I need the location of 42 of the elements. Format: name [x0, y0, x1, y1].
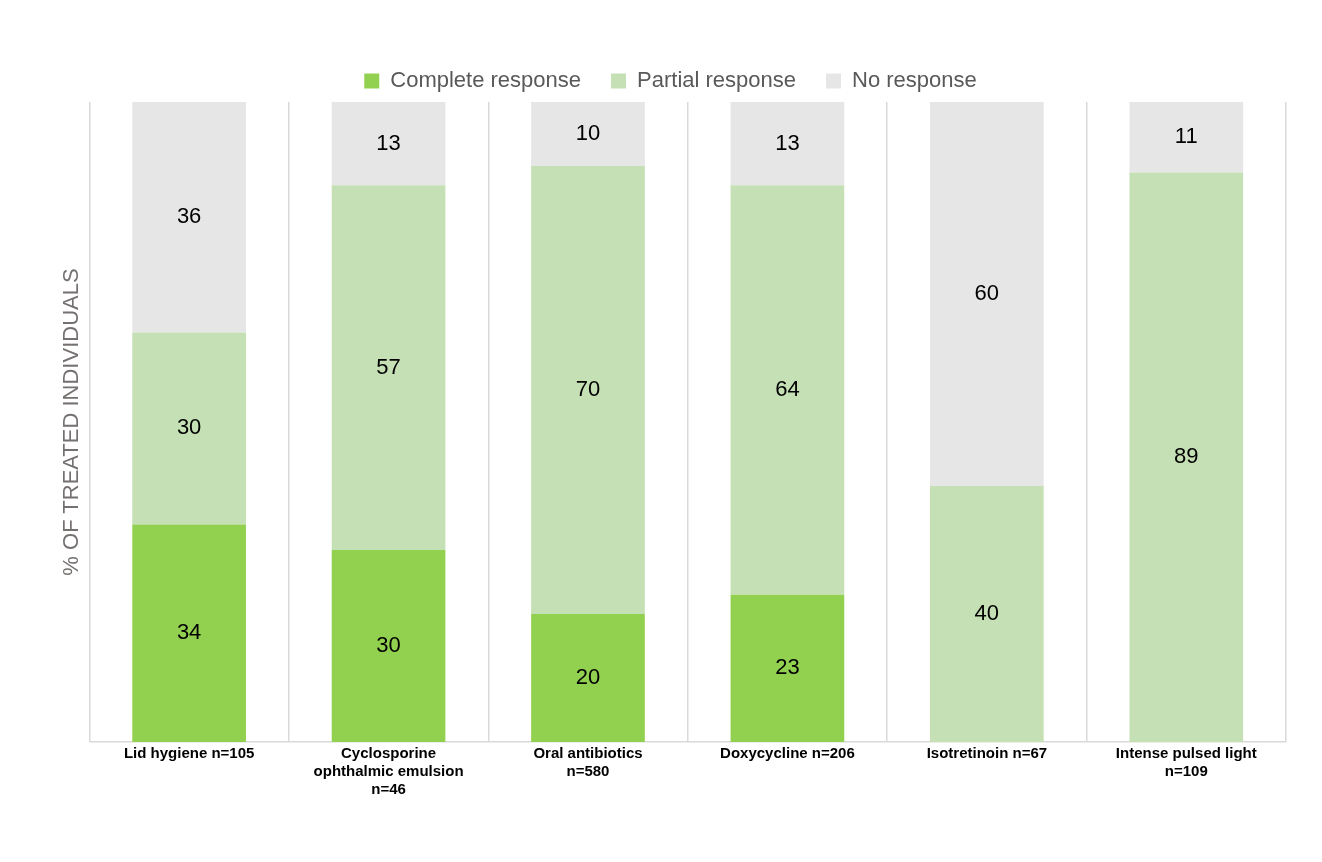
data-label: 30 — [376, 632, 401, 658]
data-label: 60 — [974, 280, 1000, 306]
bar — [531, 102, 645, 166]
x-tick-label: Cyclosporine ophthalmic emulsion n=46 — [313, 744, 464, 798]
bar — [730, 594, 845, 742]
data-label: 23 — [775, 654, 800, 680]
bar — [930, 486, 1044, 742]
data-label: 20 — [575, 664, 601, 690]
x-tick-label: Intense pulsed light n=109 — [1115, 744, 1257, 780]
bar — [730, 185, 845, 595]
data-label: 11 — [1174, 123, 1198, 149]
bar — [331, 102, 446, 186]
legend-label: Complete response — [390, 67, 582, 93]
bar — [132, 332, 246, 525]
data-label: 36 — [176, 203, 202, 229]
bar — [331, 550, 446, 742]
data-label: 10 — [575, 120, 601, 146]
data-label: 13 — [376, 129, 401, 155]
bar — [930, 102, 1044, 486]
bar — [1129, 102, 1244, 173]
x-tick-label: Lid hygiene n=105 — [123, 744, 255, 762]
legend-label: No response — [852, 67, 977, 93]
bar — [331, 185, 446, 550]
y-axis-title: % OF TREATED INDIVIDUALS — [58, 268, 84, 576]
x-tick-label: Doxycycline n=206 — [720, 744, 855, 762]
bar — [531, 614, 645, 742]
data-label: 64 — [775, 376, 800, 402]
bar — [132, 102, 246, 333]
legend-label: Partial response — [637, 67, 797, 93]
data-label: 70 — [575, 376, 601, 402]
data-label: 40 — [974, 600, 1000, 626]
x-tick-label: Oral antibiotics n=580 — [533, 744, 643, 780]
bar — [531, 166, 645, 614]
bar — [730, 102, 845, 186]
data-label: 34 — [176, 619, 202, 645]
data-label: 13 — [775, 129, 800, 155]
x-tick-label: Isotretinoin n=67 — [926, 744, 1048, 762]
data-label: 57 — [376, 353, 401, 379]
data-label: 30 — [176, 414, 202, 440]
bar — [132, 524, 246, 742]
bar — [1129, 172, 1244, 742]
data-label: 89 — [1174, 443, 1199, 469]
